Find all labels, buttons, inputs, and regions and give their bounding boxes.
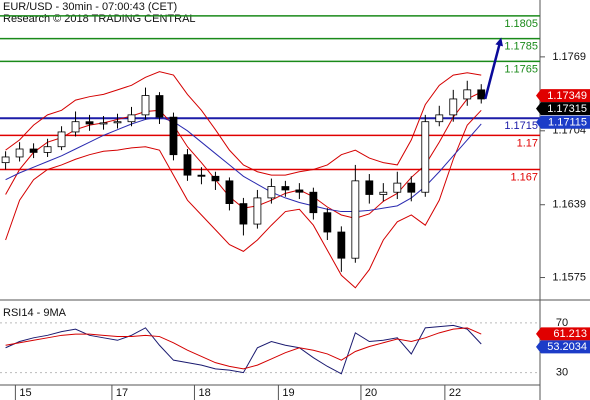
marker-label: 1.17315 xyxy=(547,103,587,115)
candle-body xyxy=(141,95,150,116)
candle-body xyxy=(323,212,332,233)
price-marker: 1.17349 xyxy=(536,89,590,103)
x-tick-label: 19 xyxy=(282,387,294,399)
candle-body xyxy=(309,191,318,214)
y-tick-label: 1.1575 xyxy=(552,271,586,283)
marker-label: 1.17349 xyxy=(547,90,587,102)
marker-box xyxy=(536,327,590,341)
y-tick-label: 70 xyxy=(556,317,568,329)
candle-body xyxy=(85,121,94,125)
marker-label: 61.213 xyxy=(553,328,587,340)
x-tick-label: 22 xyxy=(449,387,461,399)
chart-title: EUR/USD - 30min - 07:00:43 (CET) xyxy=(3,1,177,13)
candle-body xyxy=(29,148,38,153)
candle-body xyxy=(169,116,178,156)
marker-box xyxy=(536,115,590,129)
y-tick-label: 1.1639 xyxy=(552,199,586,211)
level-label: 1.1765 xyxy=(504,63,538,75)
candle-body xyxy=(253,197,262,225)
marker-box xyxy=(536,340,590,354)
candle-body xyxy=(351,180,360,259)
candle-body xyxy=(295,189,304,193)
x-tick-label: 18 xyxy=(198,387,210,399)
candle-body xyxy=(43,146,52,153)
y-tick-label: 1.1769 xyxy=(552,51,586,63)
candle-body xyxy=(197,174,206,177)
arrow-head xyxy=(495,37,503,47)
candle-body xyxy=(477,89,486,100)
x-tick-label: 20 xyxy=(365,387,377,399)
candle-body xyxy=(379,191,388,195)
candle-body xyxy=(337,231,346,259)
x-tick-label: 17 xyxy=(116,387,128,399)
level-label: 1.1785 xyxy=(504,41,538,53)
candle-body xyxy=(127,114,136,123)
candle-body xyxy=(365,180,374,195)
candle-body xyxy=(113,121,122,124)
price-marker: 53.2034 xyxy=(536,340,590,354)
price-marker: 1.17115 xyxy=(536,115,590,129)
candle-body xyxy=(155,95,164,118)
candle-body xyxy=(435,114,444,123)
chart-subtitle: Research © 2018 TRADING CENTRAL xyxy=(3,13,196,25)
marker-label: 1.17115 xyxy=(548,117,587,129)
indicator-line xyxy=(5,71,482,176)
candle-body xyxy=(281,186,290,191)
marker-box xyxy=(536,89,590,103)
level-label: 1.1715 xyxy=(504,120,538,132)
candle-body xyxy=(183,154,192,176)
candle-body xyxy=(421,121,430,193)
price-marker: 1.17315 xyxy=(536,102,590,116)
marker-label: 53.2034 xyxy=(547,341,587,353)
rsi-line xyxy=(5,327,482,370)
level-label: 1.167 xyxy=(510,171,538,183)
candle-body xyxy=(239,203,248,225)
candle-body xyxy=(57,131,66,148)
candle-body xyxy=(1,156,10,164)
arrow-shaft xyxy=(484,44,501,100)
level-label: 1.17 xyxy=(517,137,538,149)
candle-body xyxy=(407,182,416,193)
candle-body xyxy=(211,175,220,182)
price-marker: 61.213 xyxy=(536,327,590,341)
rsi-line xyxy=(5,324,482,375)
candle-body xyxy=(225,180,234,204)
candle-body xyxy=(393,182,402,193)
candle-body xyxy=(71,121,80,133)
level-label: 1.1805 xyxy=(504,18,538,30)
candle-body xyxy=(99,122,108,125)
y-tick-label: 30 xyxy=(556,366,568,378)
indicator-line xyxy=(5,116,482,213)
candle-body xyxy=(463,89,472,100)
target-arrow xyxy=(484,37,503,100)
candle-body xyxy=(449,98,458,116)
rsi-title: RSI14 - 9MA xyxy=(3,307,67,319)
indicator-line xyxy=(5,109,482,289)
candle-body xyxy=(267,186,276,199)
x-tick-label: 15 xyxy=(19,387,31,399)
marker-box xyxy=(536,102,590,116)
candle-body xyxy=(15,148,24,158)
